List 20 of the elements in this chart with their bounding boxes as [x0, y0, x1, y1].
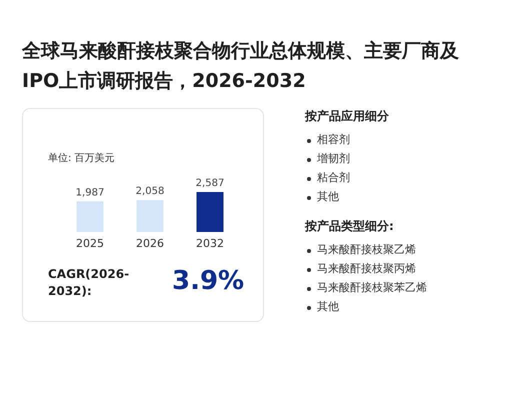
text: 马来酸酐接枝聚丙烯: [317, 261, 416, 276]
text: 马来酸酐接枝聚苯乙烯: [317, 280, 427, 295]
data-label: 2,587: [196, 178, 224, 189]
cagr-value: 3.9%: [172, 266, 244, 296]
text: 其他: [317, 189, 339, 204]
data-label: 1,987: [76, 187, 104, 198]
title: 全球马来酸酐接枝聚合物行业总体规模、主要厂商及IPO上市调研报告，2026-2032: [22, 39, 460, 94]
data-label: 2,058: [136, 186, 164, 198]
x-tick-label: 2032: [196, 237, 224, 250]
cagr: CAGR(2026-2032):: [48, 266, 130, 300]
text: 按产品应用细分: [305, 108, 389, 125]
ylabel: 单位: 百万美元: [48, 152, 115, 165]
text: 增韧剂: [317, 151, 350, 166]
text: 其他: [317, 299, 339, 314]
text: 按产品类型细分:: [305, 218, 394, 235]
x-tick-label: 2026: [136, 237, 164, 250]
text: 相容剂: [317, 132, 350, 147]
x-tick-label: 2025: [76, 237, 104, 250]
text: 粘合剂: [317, 170, 350, 185]
text: 马来酸酐接枝聚乙烯: [317, 242, 416, 257]
